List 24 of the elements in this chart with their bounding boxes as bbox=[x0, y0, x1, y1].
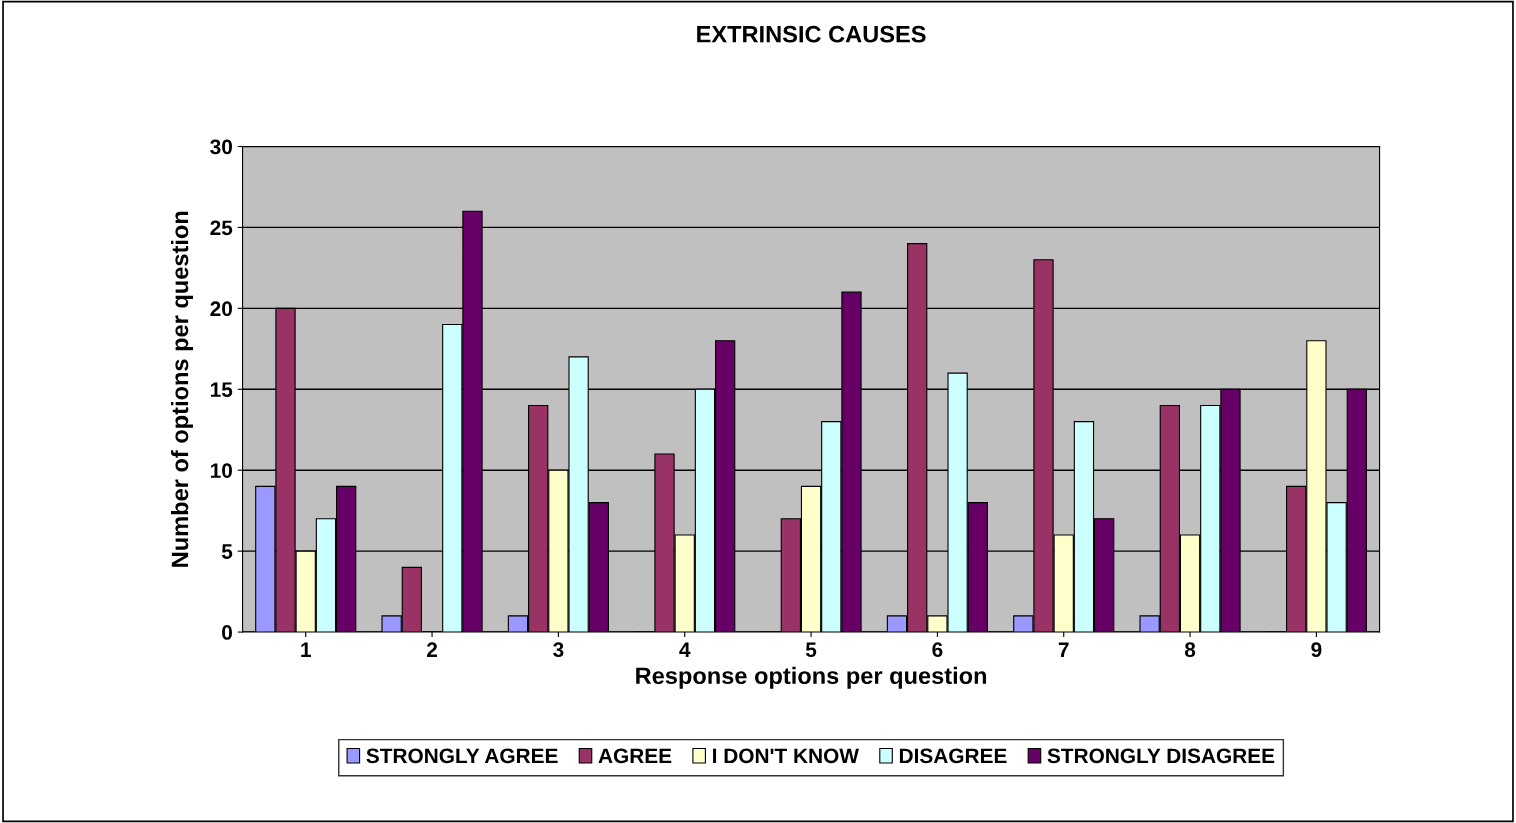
x-tick-label: 9 bbox=[1311, 642, 1322, 658]
y-tick-label: 20 bbox=[210, 301, 232, 317]
legend-label: STRONGLY DISAGREE bbox=[1047, 748, 1275, 764]
y-tick-label: 15 bbox=[210, 382, 233, 398]
x-tick-label: 3 bbox=[553, 642, 564, 658]
legend-label: DISAGREE bbox=[899, 748, 1007, 764]
y-tick-label: 30 bbox=[210, 139, 232, 155]
y-tick-label: 5 bbox=[221, 544, 233, 559]
y-tick-label: 0 bbox=[222, 625, 232, 640]
x-tick-label: 5 bbox=[805, 642, 817, 658]
x-tick-label: 2 bbox=[426, 642, 438, 657]
x-tick-label: 1 bbox=[301, 642, 311, 657]
x-tick-label: 7 bbox=[1058, 642, 1069, 657]
x-axis-title: Response options per question bbox=[636, 666, 987, 689]
x-tick-label: 8 bbox=[1184, 642, 1196, 658]
x-tick-label: 4 bbox=[679, 642, 691, 657]
legend-label: AGREE bbox=[598, 748, 672, 764]
y-tick-label: 10 bbox=[210, 463, 232, 478]
x-tick-label: 6 bbox=[932, 642, 943, 658]
chart-title: EXTRINSIC CAUSES bbox=[697, 25, 926, 43]
legend-label: I DON'T KNOW bbox=[713, 748, 859, 764]
legend-label: STRONGLY AGREE bbox=[366, 748, 558, 764]
y-axis-title: Number of options per question bbox=[170, 211, 193, 567]
y-tick-label: 25 bbox=[210, 220, 233, 236]
